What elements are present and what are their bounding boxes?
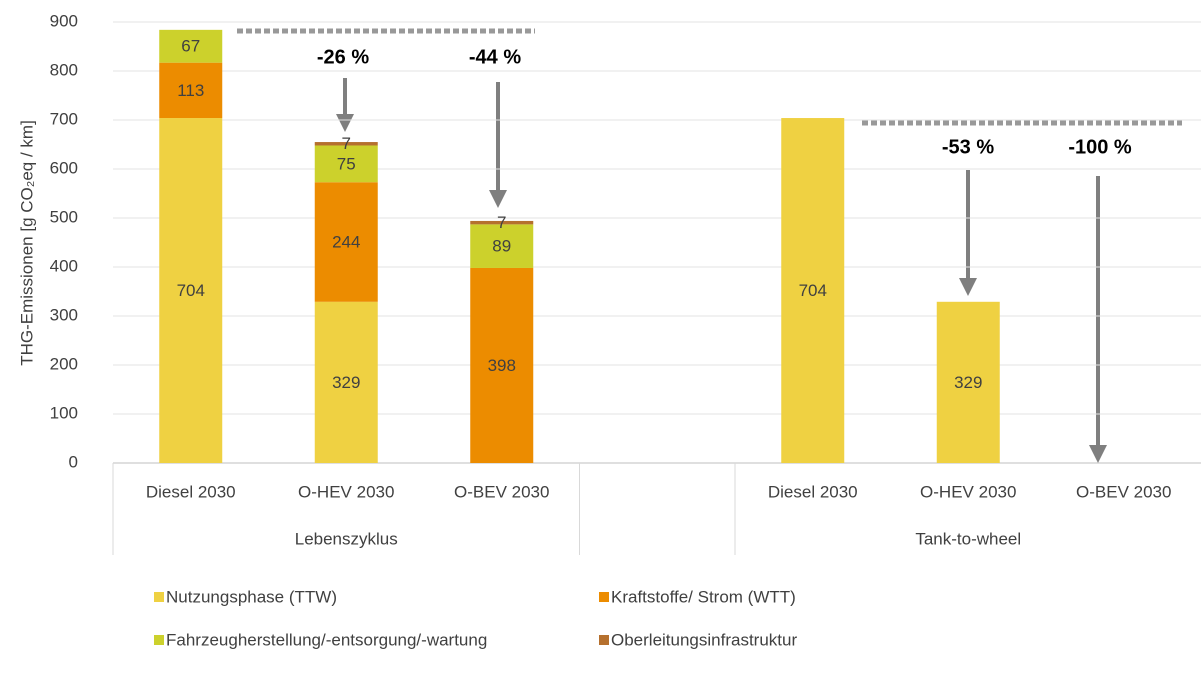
x-tick-label: O-BEV 2030 (454, 482, 549, 501)
bar-segment (470, 224, 534, 268)
data-label: 67 (181, 37, 200, 56)
annotation: -100 % (1068, 136, 1132, 158)
x-tick-label: O-HEV 2030 (920, 482, 1016, 501)
y-tick-label: 0 (69, 452, 78, 471)
bar-segment (159, 118, 223, 463)
data-label: 89 (492, 237, 511, 256)
arrow-head (1089, 445, 1107, 463)
y-tick-label: 900 (50, 11, 78, 30)
data-label: 244 (332, 232, 360, 251)
y-tick-label: 800 (50, 60, 78, 79)
data-label: 329 (332, 373, 360, 392)
y-tick-label: 100 (50, 403, 78, 422)
bar-segment (314, 145, 378, 183)
y-tick-label: 700 (50, 109, 78, 128)
y-tick-label: 200 (50, 354, 78, 373)
data-label: 7 (497, 213, 506, 232)
data-label: 329 (954, 373, 982, 392)
legend-label: Oberleitungsinfrastruktur (611, 630, 797, 649)
x-tick-label: Diesel 2030 (768, 482, 858, 501)
x-tick-label: O-BEV 2030 (1076, 482, 1171, 501)
bar-segment (314, 142, 378, 146)
legend-swatch (599, 592, 609, 602)
bar-segment (470, 267, 534, 463)
y-tick-label: 300 (50, 305, 78, 324)
legend-label: Kraftstoffe/ Strom (WTT) (611, 587, 796, 606)
legend-swatch (599, 635, 609, 645)
data-label: 704 (177, 281, 205, 300)
bar-segment (314, 301, 378, 463)
annotation: -53 % (942, 136, 994, 158)
annotation: -26 % (317, 46, 369, 68)
data-label: 398 (488, 356, 516, 375)
y-tick-label: 500 (50, 207, 78, 226)
data-label: 704 (799, 281, 827, 300)
y-tick-label: 600 (50, 158, 78, 177)
bar-segment (470, 220, 534, 225)
bar-segment (159, 29, 223, 63)
arrow-head (959, 278, 977, 296)
legend-swatch (154, 635, 164, 645)
group-label: Tank-to-wheel (915, 529, 1021, 548)
arrow-head (489, 190, 507, 208)
bar-segment (936, 301, 1000, 463)
arrow-head (336, 114, 354, 132)
bar-segment (781, 118, 845, 463)
data-label: 7 (342, 134, 351, 153)
annotation: -44 % (469, 46, 521, 68)
bar-segment (314, 182, 378, 302)
data-label: 113 (177, 81, 204, 100)
legend-swatch (154, 592, 164, 602)
data-label: 75 (337, 154, 356, 173)
y-axis-label: THG-Emissionen [g CO₂eq / km] (17, 120, 36, 366)
bar-segment (159, 62, 223, 119)
y-tick-label: 400 (50, 256, 78, 275)
legend-label: Nutzungsphase (TTW) (166, 587, 337, 606)
group-label: Lebenszyklus (295, 529, 398, 548)
x-tick-label: Diesel 2030 (146, 482, 236, 501)
legend-label: Fahrzeugherstellung/-entsorgung/-wartung (166, 630, 487, 649)
x-tick-label: O-HEV 2030 (298, 482, 394, 501)
annotation-graphics (237, 28, 1182, 463)
